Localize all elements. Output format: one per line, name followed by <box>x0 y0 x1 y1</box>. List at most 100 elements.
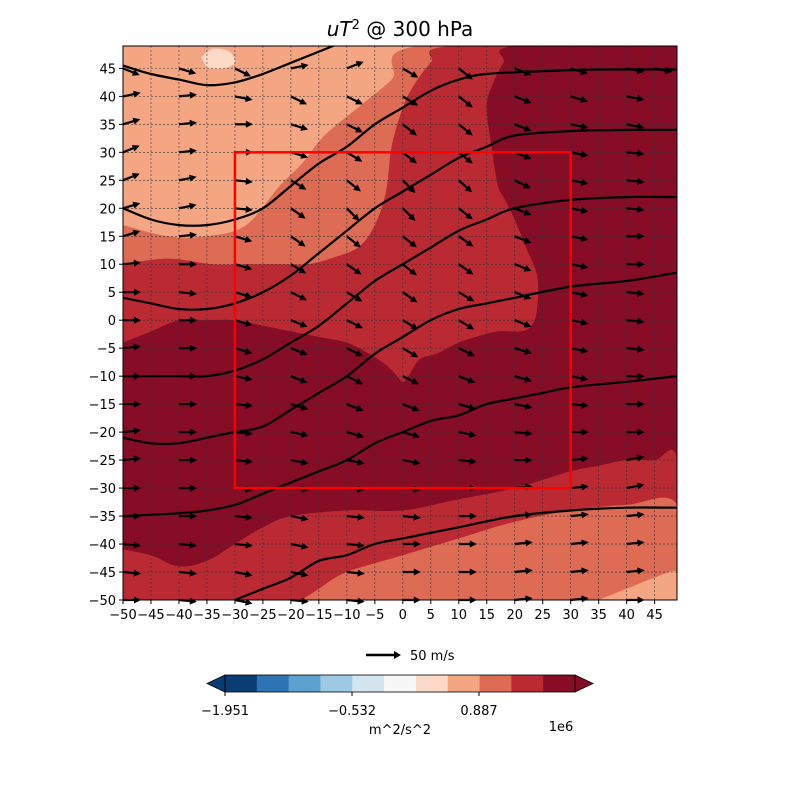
wind-vector <box>458 403 476 411</box>
wind-vector <box>458 319 475 330</box>
wind-vectors <box>122 61 673 606</box>
wind-vector <box>234 513 253 521</box>
wind-vector <box>122 201 141 210</box>
wind-vector <box>346 61 364 70</box>
wind-vector <box>402 568 421 576</box>
wind-vector <box>458 235 474 247</box>
wind-vector <box>178 202 197 210</box>
colorbar-swatch <box>320 675 353 692</box>
wind-vector <box>626 511 645 519</box>
wind-vector <box>346 541 365 549</box>
wind-vector <box>346 458 365 466</box>
quiver-key-label: 50 m/s <box>410 649 455 664</box>
wind-vector <box>570 401 589 409</box>
wind-vector <box>626 177 645 185</box>
wind-vector <box>346 179 361 192</box>
x-tick-label: 20 <box>506 608 523 623</box>
y-tick-label: 20 <box>99 202 116 217</box>
wind-vector <box>626 482 645 490</box>
wind-vector <box>458 430 477 438</box>
wind-vector <box>179 372 197 380</box>
wind-vector <box>122 259 141 267</box>
wind-vector <box>626 317 645 325</box>
y-tick-label: −45 <box>89 566 116 581</box>
wind-vector <box>514 375 532 383</box>
wind-vector <box>290 62 309 70</box>
wind-vector <box>234 263 253 271</box>
wind-vector <box>122 427 141 435</box>
wind-vector <box>570 179 589 186</box>
wind-vector <box>346 347 363 357</box>
wind-vector <box>290 542 309 550</box>
wind-vector <box>402 431 420 439</box>
y-tick-label: 40 <box>99 90 116 105</box>
fill-region-7 <box>123 46 342 222</box>
x-tick-label: −25 <box>249 608 276 623</box>
wind-vector <box>402 179 416 193</box>
wind-vector <box>514 291 532 300</box>
wind-vector <box>290 179 307 190</box>
wind-vector <box>234 205 253 213</box>
wind-vector <box>626 95 645 102</box>
x-tick-label: 45 <box>646 608 663 623</box>
wind-vector <box>458 568 477 576</box>
wind-vector <box>122 173 140 182</box>
wind-vector <box>179 456 197 464</box>
wind-vector <box>290 458 309 466</box>
wind-vector <box>346 403 364 412</box>
x-tick-label: 30 <box>562 608 579 623</box>
wind-vector <box>290 235 306 247</box>
wind-vector <box>346 95 363 105</box>
wind-vector <box>458 263 474 275</box>
quiver-key-arrowhead <box>394 651 401 659</box>
wind-vector <box>290 291 307 301</box>
x-tick-label: 40 <box>618 608 635 623</box>
x-tick-label: −20 <box>277 608 304 623</box>
wind-vector <box>514 123 532 132</box>
wind-vector <box>458 207 473 220</box>
wind-vector <box>234 319 253 327</box>
wind-vector <box>570 151 589 158</box>
wind-vector <box>570 539 589 547</box>
contour-line-2 <box>123 68 677 227</box>
wind-vector <box>570 511 589 519</box>
contour-line-1 <box>123 46 336 87</box>
wind-vector <box>178 119 197 127</box>
colorbar-swatch <box>415 675 449 692</box>
wind-vector <box>570 123 589 130</box>
wind-vector <box>626 260 645 268</box>
wind-vector <box>290 514 309 522</box>
wind-vector <box>178 174 197 182</box>
wind-vector <box>514 179 531 189</box>
wind-vector <box>626 345 645 353</box>
filled-contours <box>123 46 677 600</box>
wind-vector <box>402 67 419 78</box>
wind-vector <box>290 263 307 274</box>
wind-vector <box>514 235 532 244</box>
wind-vector <box>514 67 532 76</box>
colorbar-swatch <box>447 675 480 692</box>
wind-vector <box>402 319 419 330</box>
wind-vector <box>234 235 253 243</box>
wind-vector <box>346 263 362 275</box>
wind-vector <box>123 400 141 408</box>
wind-vector <box>178 147 197 155</box>
wind-vector <box>290 375 308 384</box>
wind-vector <box>178 289 197 297</box>
wind-vector <box>570 483 589 491</box>
y-tick-label: −50 <box>89 594 116 609</box>
wind-vector <box>179 512 197 520</box>
wind-vector <box>346 569 365 577</box>
wind-vector <box>570 207 589 214</box>
wind-vector <box>122 541 141 549</box>
colorbar-tick-2: −0.532 <box>328 704 376 719</box>
wind-vector <box>178 67 197 75</box>
wind-vector <box>570 67 588 75</box>
colorbar-units: m^2/s^2 <box>369 723 431 738</box>
wind-vector <box>290 403 309 411</box>
wind-vector <box>626 454 645 462</box>
wind-vector <box>122 67 140 76</box>
contour-line-4 <box>123 195 677 378</box>
wind-vector <box>402 513 421 521</box>
colorbar-tick-3: 0.887 <box>460 704 497 719</box>
